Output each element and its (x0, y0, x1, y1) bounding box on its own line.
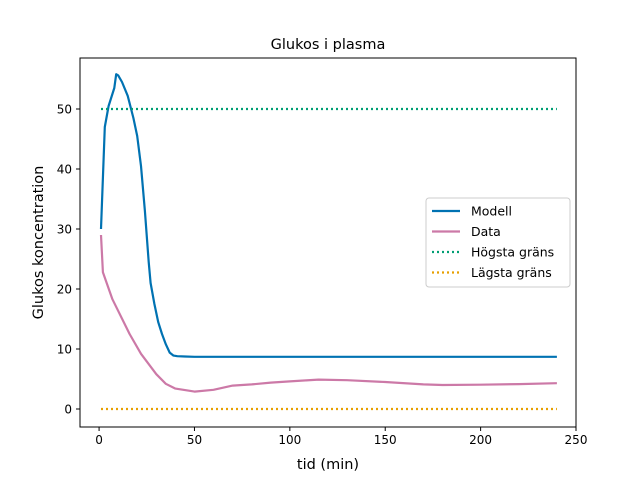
x-axis-label: tid (min) (297, 457, 359, 473)
series-line-data (99, 234, 557, 393)
series-line-modell (99, 73, 557, 358)
y-tick-label: 0 (64, 403, 72, 417)
y-tick-label: 30 (57, 223, 72, 237)
x-tick-label: 50 (187, 433, 202, 447)
legend-frame (425, 197, 571, 288)
chart-title: Glukos i plasma (271, 37, 386, 53)
legend-label-data: Data (471, 224, 501, 239)
legend: Modell Data Högsta gräns Lägsta gräns (425, 197, 571, 288)
y-axis-label: Glukos koncentration (31, 166, 47, 320)
plot-frame (79, 57, 577, 428)
plot-area (79, 57, 577, 428)
legend-label-hogsta-grans: Högsta gräns (471, 245, 554, 260)
y-tick-label: 20 (57, 283, 72, 297)
x-tick-label: 200 (469, 433, 492, 447)
x-tick-label: 250 (565, 433, 588, 447)
x-tick-label: 100 (278, 433, 301, 447)
x-axis-ticks: 0 50 100 150 200 250 (95, 427, 587, 447)
y-axis-ticks: 0 10 20 30 40 50 (57, 103, 80, 417)
x-tick-label: 0 (95, 433, 103, 447)
x-tick-label: 150 (374, 433, 397, 447)
legend-label-lagsta-grans: Lägsta gräns (471, 265, 552, 280)
y-tick-label: 10 (57, 343, 72, 357)
y-tick-label: 50 (57, 103, 72, 117)
legend-label-modell: Modell (471, 204, 512, 219)
y-tick-label: 40 (57, 163, 72, 177)
series-layer (99, 73, 557, 411)
